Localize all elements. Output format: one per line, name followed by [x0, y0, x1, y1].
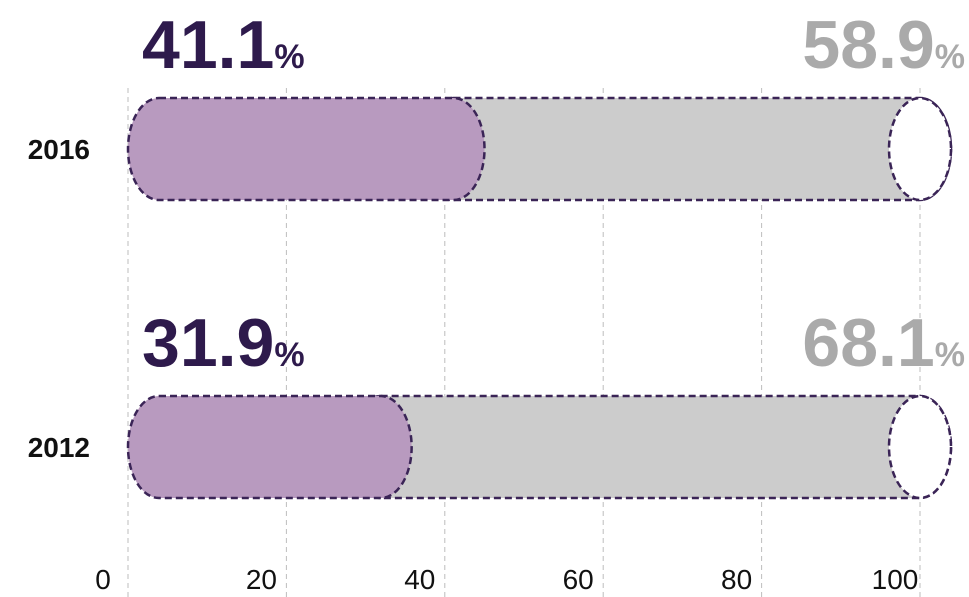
- bar-segment: [421, 96, 953, 202]
- x-tick-label: 0: [95, 564, 111, 595]
- x-tick-label: 60: [563, 564, 594, 595]
- bar-segment: [126, 394, 413, 500]
- value-label: 41.1%: [142, 7, 305, 83]
- x-tick-label: 40: [404, 564, 435, 595]
- category-label: 2012: [28, 432, 90, 463]
- value-label: 68.1%: [802, 305, 965, 381]
- bar-segment: [126, 96, 486, 202]
- x-tick-label: 80: [721, 564, 752, 595]
- bar-end-cap: [887, 394, 953, 500]
- x-tick-label: 100: [872, 564, 919, 595]
- value-label: 31.9%: [142, 305, 305, 381]
- x-tick-label: 20: [246, 564, 277, 595]
- bar-segment: [348, 394, 953, 500]
- value-label: 58.9%: [802, 7, 965, 83]
- bar-end-cap: [887, 96, 953, 202]
- category-label: 2016: [28, 134, 90, 165]
